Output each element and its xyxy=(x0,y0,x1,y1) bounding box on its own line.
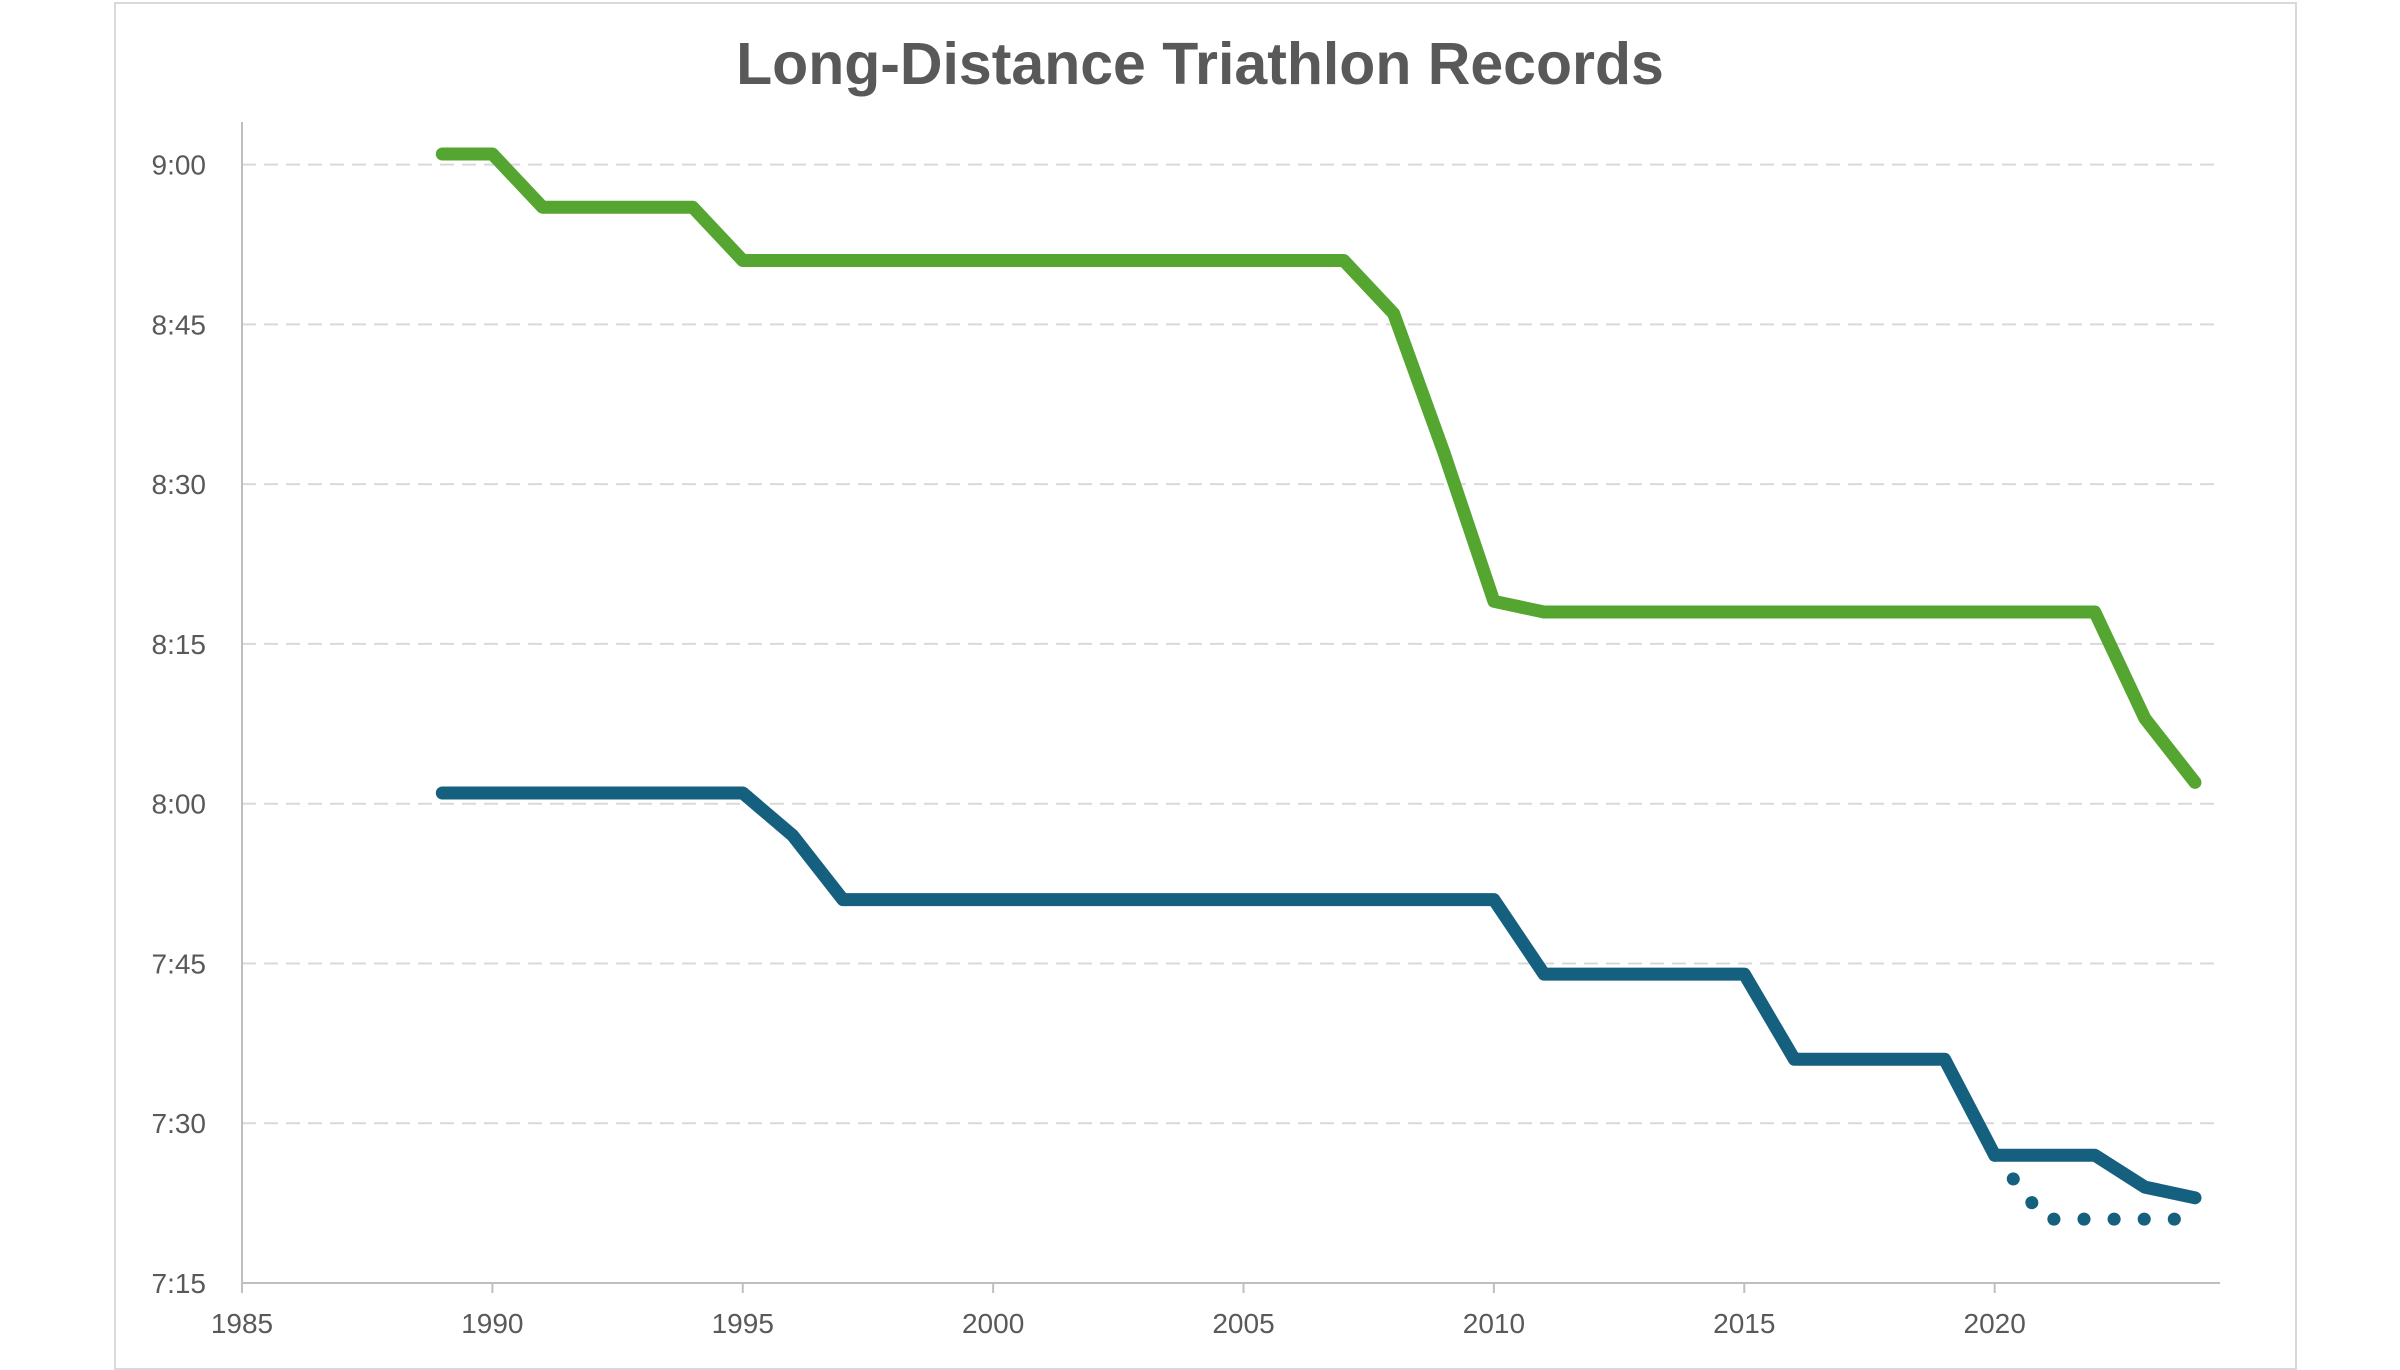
y-tick-label: 7:15 xyxy=(152,1268,207,1299)
y-tick-label: 7:30 xyxy=(152,1108,207,1139)
chart-title: Long-Distance Triathlon Records xyxy=(736,31,1664,97)
series-line-3 xyxy=(1988,1148,2202,1226)
y-tick-label: 8:15 xyxy=(152,629,207,660)
y-tick-label: 7:45 xyxy=(152,948,207,979)
x-tick-label: 2005 xyxy=(1212,1308,1274,1339)
chart-area xyxy=(114,2,2297,1370)
y-tick-label: 8:00 xyxy=(152,789,207,820)
axes: 7:15 7:30 7:45 8:00 8:15 8:30 8:45 9:00 1985 1990… xyxy=(152,122,2220,1339)
series-lines xyxy=(435,147,2202,1226)
x-tick-label: 2015 xyxy=(1713,1308,1775,1339)
x-tick-label: 1995 xyxy=(712,1308,774,1339)
y-tick-label: 8:30 xyxy=(152,469,207,500)
gridlines xyxy=(242,163,2220,1125)
y-tick-label: 8:45 xyxy=(152,309,207,340)
series-line-2 xyxy=(435,786,2202,1205)
x-tick-label: 2010 xyxy=(1463,1308,1525,1339)
series-line-1 xyxy=(435,147,2202,789)
x-tick-label: 2020 xyxy=(1964,1308,2026,1339)
x-tick-label: 1990 xyxy=(461,1308,523,1339)
y-tick-label: 9:00 xyxy=(152,150,207,181)
x-tick-label: 1985 xyxy=(211,1308,273,1339)
x-tick-label: 2000 xyxy=(962,1308,1024,1339)
